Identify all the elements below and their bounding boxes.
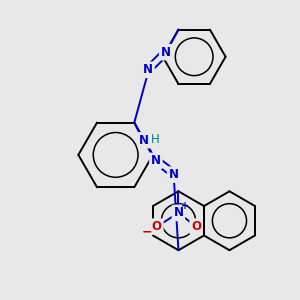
Text: O: O (191, 220, 201, 233)
Text: N: N (169, 168, 178, 181)
Text: N: N (143, 63, 153, 76)
Text: N: N (173, 206, 184, 219)
Text: N: N (139, 134, 149, 147)
Text: N: N (161, 46, 171, 59)
Text: H: H (151, 133, 159, 146)
Text: −: − (142, 225, 152, 238)
Text: O: O (152, 220, 162, 233)
Text: +: + (181, 201, 189, 211)
Text: N: N (151, 154, 161, 167)
